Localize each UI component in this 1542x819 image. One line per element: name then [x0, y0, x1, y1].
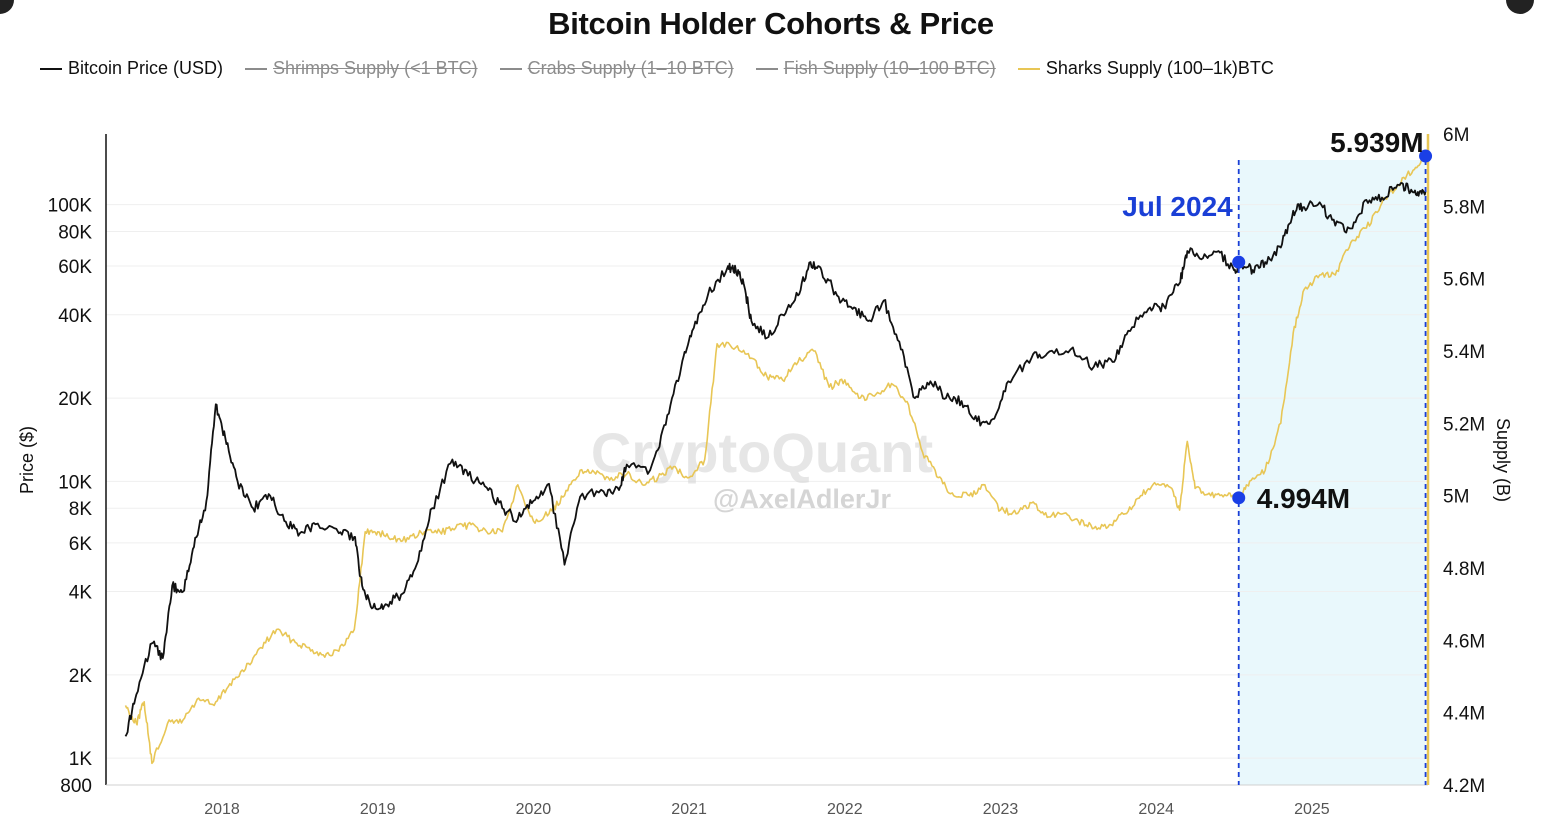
y-tick-label-left: 80K — [58, 222, 92, 243]
y-tick-label-right: 5M — [1443, 487, 1469, 508]
chart-title: Bitcoin Holder Cohorts & Price — [548, 6, 994, 41]
supply-start-marker-dot — [1232, 491, 1246, 505]
x-tick-label: 2019 — [360, 801, 396, 818]
bitcoin-price-line — [124, 182, 1427, 737]
price-marker-dot — [1232, 255, 1246, 269]
y-tick-label-right: 5.6M — [1443, 270, 1485, 291]
y-axis-label-left: Price ($) — [17, 426, 37, 494]
watermark-handle: @AxelAdlerJr — [713, 484, 891, 514]
y-tick-label-right: 5.4M — [1443, 342, 1485, 363]
legend-swatch — [755, 67, 778, 70]
legend-label: Shrimps Supply (<1 BTC) — [273, 58, 478, 78]
sharks-supply-line — [124, 154, 1427, 765]
x-tick-label: 2021 — [671, 801, 707, 818]
y-tick-label-left: 20K — [58, 389, 92, 410]
watermark-text: CryptoQuant — [591, 421, 933, 484]
y-tick-label-right: 4.8M — [1443, 559, 1485, 580]
legend-label: Bitcoin Price (USD) — [68, 58, 224, 78]
y-tick-label-left: 8K — [69, 499, 93, 520]
x-tick-label: 2024 — [1138, 801, 1174, 818]
legend-item-sharks-supply[interactable]: Sharks Supply (100–1k)BTC — [1017, 58, 1274, 79]
legend-label: Sharks Supply (100–1k)BTC — [1045, 58, 1274, 78]
annotation-supply-start: 4.994M — [1257, 483, 1350, 514]
x-tick-label: 2020 — [516, 801, 552, 818]
y-tick-label-right: 6M — [1443, 125, 1469, 146]
x-tick-label: 2023 — [983, 801, 1019, 818]
legend-swatch — [40, 67, 62, 70]
legend-swatch — [1017, 67, 1040, 70]
x-tick-label: 2022 — [827, 801, 863, 818]
y-tick-label-left: 2K — [69, 666, 93, 687]
y-tick-label-right: 4.4M — [1443, 704, 1485, 725]
supply-end-marker-dot — [1419, 149, 1433, 163]
legend-swatch — [245, 67, 268, 70]
legend-item-bitcoin-price[interactable]: Bitcoin Price (USD) — [40, 58, 223, 79]
y-tick-label-left: 40K — [58, 306, 92, 327]
y-tick-label-right: 5.8M — [1443, 197, 1485, 218]
y-tick-label-left: 60K — [58, 257, 92, 278]
highlight-region — [1238, 160, 1426, 785]
x-tick-label: 2018 — [204, 801, 240, 818]
legend-label: Fish Supply (10–100 BTC) — [783, 58, 996, 78]
y-tick-label-left: 4K — [69, 583, 93, 604]
legend-label: Crabs Supply (1–10 BTC) — [527, 58, 734, 78]
y-tick-label-left: 10K — [58, 472, 92, 493]
y-tick-label-left: 800 — [60, 776, 92, 797]
y-tick-label-left: 6K — [69, 534, 93, 555]
corner-decoration-right — [1506, 0, 1534, 14]
y-tick-label-left: 1K — [69, 749, 93, 770]
y-tick-label-right: 4.2M — [1443, 776, 1485, 797]
y-tick-label-right: 4.6M — [1443, 631, 1485, 652]
legend-item-fish-supply[interactable]: Fish Supply (10–100 BTC) — [755, 58, 996, 79]
annotation-supply-end: 5.939M — [1330, 127, 1423, 158]
annotation-jul-2024: Jul 2024 — [1122, 191, 1233, 222]
chart-legend: Bitcoin Price (USD) Shrimps Supply (<1 B… — [40, 58, 1296, 79]
legend-item-shrimps-supply[interactable]: Shrimps Supply (<1 BTC) — [245, 58, 478, 79]
legend-item-crabs-supply[interactable]: Crabs Supply (1–10 BTC) — [499, 58, 734, 79]
y-tick-label-left: 100K — [48, 196, 93, 217]
x-tick-label: 2025 — [1294, 801, 1330, 818]
y-axis-label-right: Supply (B) — [1493, 418, 1513, 502]
legend-swatch — [499, 67, 522, 70]
y-tick-label-right: 5.2M — [1443, 414, 1485, 435]
